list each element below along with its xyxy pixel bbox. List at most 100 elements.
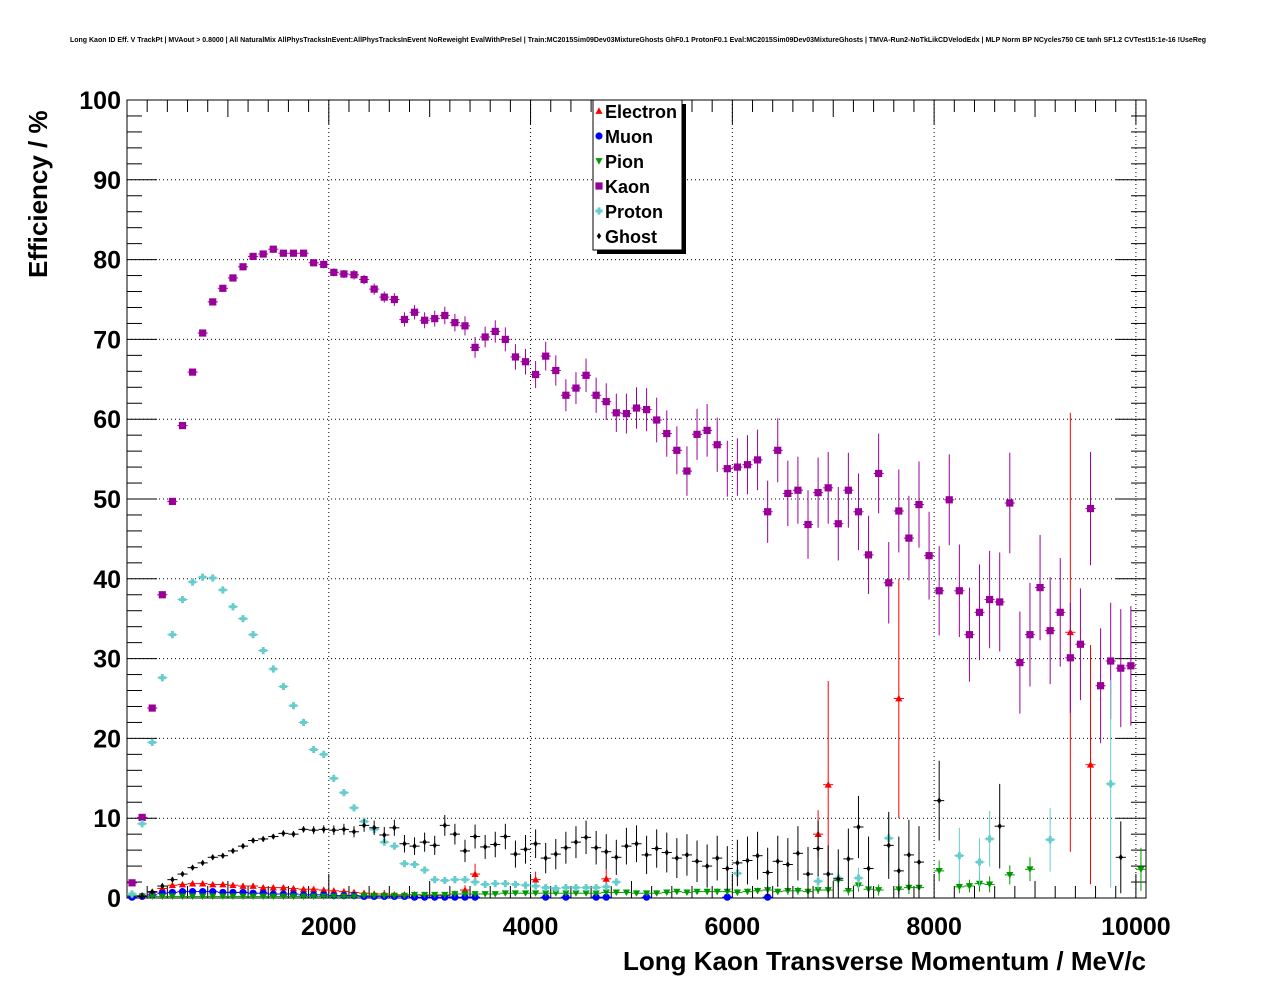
y-axis-title: Efficiency / %: [23, 110, 53, 278]
data-point: [854, 508, 863, 516]
data-point: [743, 888, 752, 896]
y-tick-label: 10: [93, 805, 121, 833]
data-point: [945, 496, 953, 504]
data-point: [250, 837, 256, 844]
data-point: [996, 598, 1004, 606]
data-point: [774, 446, 782, 454]
data-point: [178, 595, 187, 604]
data-point: [542, 893, 550, 901]
data-point: [168, 497, 177, 505]
data-point: [451, 876, 459, 884]
data-point: [1086, 504, 1095, 513]
data-point: [180, 870, 185, 878]
data-point: [360, 275, 368, 284]
data-point: [562, 890, 570, 897]
data-point: [289, 249, 298, 257]
data-point: [624, 842, 629, 850]
legend-label: Muon: [605, 127, 653, 147]
data-point: [511, 880, 520, 889]
data-point: [229, 603, 237, 611]
data-point: [392, 824, 397, 832]
data-point: [604, 848, 609, 855]
data-point: [148, 738, 156, 746]
data-point: [663, 889, 671, 897]
data-point: [471, 878, 479, 886]
data-point: [370, 285, 378, 293]
data-point: [139, 893, 145, 900]
data-point: [592, 391, 600, 399]
data-point: [249, 882, 257, 889]
data-point: [220, 852, 226, 859]
data-point: [895, 507, 903, 515]
data-point: [1016, 658, 1024, 667]
data-point: [472, 833, 478, 840]
data-point: [178, 880, 187, 888]
data-point: [602, 883, 610, 891]
data-point: [400, 892, 409, 900]
data-point: [511, 890, 520, 897]
data-point: [552, 366, 560, 375]
series-pion: [127, 847, 1146, 901]
data-point: [733, 889, 741, 897]
data-point: [875, 887, 883, 894]
data-point: [846, 855, 851, 863]
data-point: [400, 315, 409, 324]
data-point: [592, 890, 600, 897]
data-point: [483, 843, 488, 851]
legend-label: Kaon: [605, 177, 650, 197]
data-point: [965, 631, 974, 639]
data-point: [361, 822, 367, 829]
data-point: [543, 854, 548, 862]
data-point: [209, 888, 217, 896]
data-point: [513, 850, 518, 858]
data-point: [269, 665, 277, 673]
data-point: [572, 890, 580, 897]
data-point: [229, 274, 237, 282]
data-point: [743, 461, 752, 469]
data-point: [501, 880, 509, 888]
data-point: [199, 893, 207, 901]
y-tick-label: 50: [93, 486, 121, 514]
data-point: [844, 486, 852, 494]
data-point: [200, 859, 205, 867]
data-point: [986, 881, 994, 889]
data-point: [684, 851, 690, 859]
data-point: [410, 860, 419, 869]
data-point: [209, 893, 217, 901]
data-point: [138, 820, 146, 828]
legend-marker: [595, 182, 603, 190]
data-point: [764, 508, 772, 516]
data-point: [188, 368, 197, 376]
data-point: [955, 883, 963, 891]
data-point: [935, 587, 943, 595]
data-point: [320, 893, 328, 901]
data-point: [168, 893, 177, 901]
data-point: [663, 429, 671, 438]
data-point: [289, 702, 298, 710]
data-point: [158, 674, 166, 682]
data-point: [301, 826, 306, 833]
data-point: [493, 841, 498, 848]
data-point: [814, 887, 822, 894]
data-point: [442, 822, 447, 829]
data-point: [310, 259, 318, 267]
data-point: [410, 891, 419, 899]
data-point: [501, 335, 509, 343]
data-point: [975, 858, 984, 866]
data-point: [410, 308, 419, 316]
data-point: [279, 682, 287, 691]
data-point: [229, 893, 237, 901]
legend-marker: [595, 207, 603, 215]
data-point: [188, 888, 197, 896]
data-point: [310, 893, 318, 901]
data-point: [331, 826, 336, 834]
data-point: [562, 893, 570, 901]
data-point: [975, 608, 984, 616]
data-point: [622, 889, 631, 897]
data-point: [340, 270, 348, 278]
data-point: [299, 885, 308, 893]
data-point: [259, 893, 267, 901]
data-point: [289, 893, 298, 901]
data-point: [693, 430, 701, 438]
data-point: [390, 842, 398, 850]
